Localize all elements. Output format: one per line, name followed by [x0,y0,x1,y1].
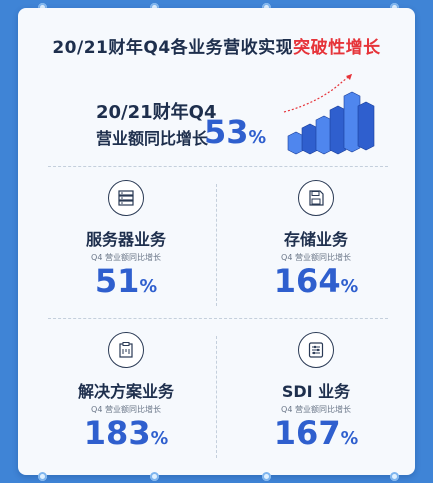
binder-pin [262,472,271,481]
floppy-disk-icon [298,180,334,216]
segment-value-unit: % [151,429,169,449]
divider-horizontal [48,166,388,167]
segment-value: 167% [226,415,406,457]
divider-vertical [216,336,217,458]
hero-line1: 20/21财年Q4 [96,98,217,124]
hero-line2: 营业额同比增长 [96,125,208,149]
segment-name: 解决方案业务 [36,378,216,402]
growth-trend-arrow [284,74,352,112]
segment-value-unit: % [341,277,359,297]
server-icon [108,180,144,216]
segment-value: 51% [36,263,216,305]
page-title: 20/21财年Q4各业务营收实现突破性增长 [18,33,415,58]
clipboard-icon [108,332,144,368]
segment-solutions: 解决方案业务 Q4 营业额同比增长 183% [36,332,216,457]
segment-value-unit: % [341,429,359,449]
binder-pin [150,472,159,481]
binder-pin [390,472,399,481]
hero-value-number: 53 [204,113,249,151]
segment-value: 164% [226,263,406,305]
title-main-text: 20/21财年Q4各业务营收实现 [52,38,293,58]
segment-value-number: 167 [274,414,341,452]
hero-value-unit: % [249,128,267,148]
hero-value: 53% [204,112,266,158]
infographic-card: 20/21财年Q4各业务营收实现突破性增长 20/21财年Q4 营业额同比增长 … [18,8,415,475]
segment-name: SDI 业务 [226,378,406,402]
sliders-icon [298,332,334,368]
segment-value-unit: % [139,277,157,297]
divider-vertical [216,184,217,306]
segment-name: 存储业务 [226,226,406,250]
segment-server: 服务器业务 Q4 营业额同比增长 51% [36,180,216,305]
segment-value: 183% [36,415,216,457]
title-highlight-text: 突破性增长 [293,38,381,58]
bottom-binder-pins [0,469,433,483]
segment-value-number: 51 [95,262,140,300]
growth-bars-illustration [280,72,380,162]
segment-value-number: 164 [274,262,341,300]
binder-pin [38,472,47,481]
segment-sdi: SDI 业务 Q4 营业额同比增长 167% [226,332,406,457]
segment-value-number: 183 [84,414,151,452]
divider-horizontal [48,318,388,319]
segment-storage: 存储业务 Q4 营业额同比增长 164% [226,180,406,305]
segment-name: 服务器业务 [36,226,216,250]
